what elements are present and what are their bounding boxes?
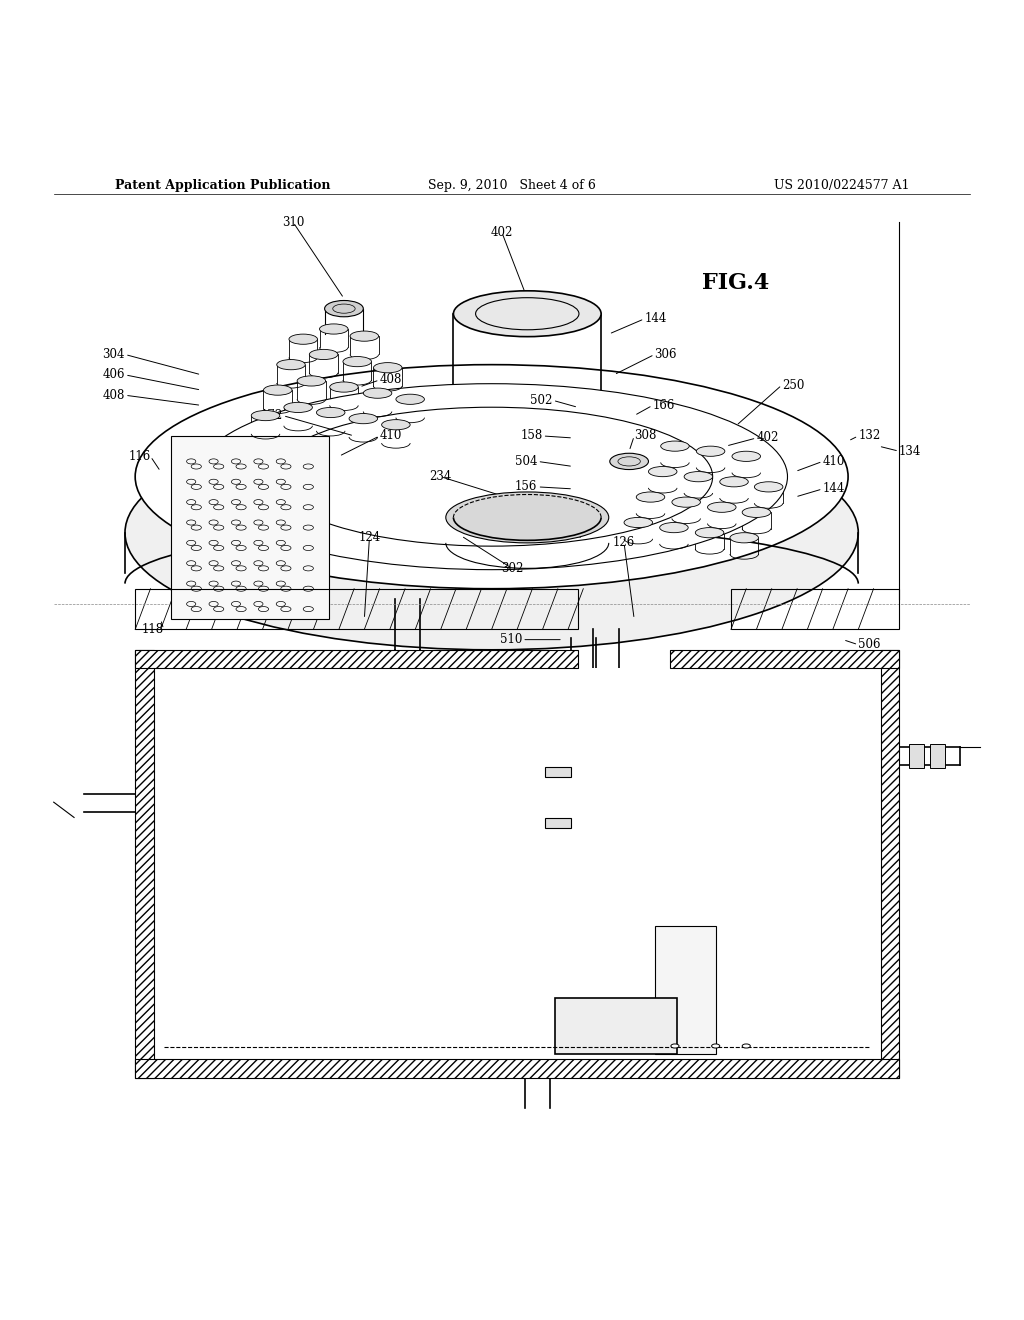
Ellipse shape — [742, 507, 771, 517]
Ellipse shape — [135, 364, 848, 589]
Text: US 2010/0224577 A1: US 2010/0224577 A1 — [774, 180, 909, 191]
Text: 306: 306 — [654, 348, 677, 360]
Ellipse shape — [742, 1044, 751, 1048]
Ellipse shape — [319, 323, 348, 334]
Text: 502: 502 — [530, 393, 553, 407]
Text: 234: 234 — [429, 470, 452, 483]
Ellipse shape — [330, 381, 358, 392]
Text: 408: 408 — [102, 388, 125, 401]
Ellipse shape — [659, 523, 688, 533]
Ellipse shape — [660, 441, 689, 451]
Text: 126: 126 — [613, 536, 635, 549]
Text: FIG.4: FIG.4 — [702, 272, 770, 294]
Text: 132: 132 — [858, 429, 881, 442]
Bar — [135, 589, 579, 630]
Text: 144: 144 — [822, 482, 845, 495]
Text: Sep. 9, 2010   Sheet 4 of 6: Sep. 9, 2010 Sheet 4 of 6 — [428, 180, 596, 191]
Text: 302: 302 — [501, 562, 523, 574]
Ellipse shape — [695, 528, 724, 537]
Ellipse shape — [671, 1044, 679, 1048]
Text: 506: 506 — [858, 639, 881, 651]
Bar — [555, 998, 678, 1055]
Ellipse shape — [325, 301, 364, 317]
Bar — [881, 649, 899, 1077]
Text: 410: 410 — [380, 429, 402, 442]
Ellipse shape — [684, 471, 713, 482]
Ellipse shape — [263, 385, 292, 395]
Bar — [545, 818, 570, 828]
Ellipse shape — [382, 420, 411, 430]
Ellipse shape — [454, 290, 601, 337]
Bar — [154, 668, 881, 1059]
Bar — [731, 589, 899, 630]
Bar — [909, 744, 925, 768]
Ellipse shape — [696, 446, 725, 457]
Text: 402: 402 — [490, 226, 513, 239]
Ellipse shape — [270, 408, 713, 546]
Text: Patent Application Publication: Patent Application Publication — [115, 180, 331, 191]
Ellipse shape — [297, 376, 326, 385]
Ellipse shape — [125, 416, 858, 649]
Text: 158: 158 — [520, 429, 543, 442]
Text: 172: 172 — [260, 409, 283, 422]
Ellipse shape — [374, 363, 402, 372]
Text: 156: 156 — [515, 480, 538, 494]
Text: 250: 250 — [782, 379, 804, 392]
Ellipse shape — [316, 408, 345, 417]
Ellipse shape — [720, 477, 749, 487]
Bar — [545, 767, 570, 777]
Text: 310: 310 — [282, 215, 304, 228]
Ellipse shape — [648, 466, 677, 477]
Ellipse shape — [609, 453, 648, 470]
Text: 304: 304 — [102, 348, 125, 360]
Ellipse shape — [251, 411, 280, 421]
Text: 124: 124 — [358, 531, 381, 544]
Bar — [930, 744, 945, 768]
Bar — [135, 649, 579, 668]
Ellipse shape — [350, 331, 379, 342]
Ellipse shape — [289, 334, 317, 345]
Ellipse shape — [636, 492, 665, 502]
Text: 116: 116 — [128, 450, 151, 463]
Ellipse shape — [445, 492, 608, 543]
Text: 144: 144 — [644, 313, 667, 325]
Ellipse shape — [708, 502, 736, 512]
Text: 166: 166 — [652, 399, 675, 412]
Ellipse shape — [755, 482, 783, 492]
Bar — [670, 649, 899, 668]
Bar — [135, 649, 154, 1077]
Bar — [135, 1059, 899, 1077]
Polygon shape — [171, 436, 329, 619]
Ellipse shape — [196, 384, 787, 570]
Text: 406: 406 — [102, 368, 125, 381]
Text: 504: 504 — [515, 455, 538, 467]
Ellipse shape — [624, 517, 652, 528]
Ellipse shape — [712, 1044, 720, 1048]
Ellipse shape — [732, 451, 761, 462]
Ellipse shape — [343, 356, 372, 367]
Text: 510: 510 — [500, 634, 522, 645]
Bar — [654, 925, 716, 1055]
Text: 118: 118 — [141, 623, 164, 636]
Ellipse shape — [349, 413, 378, 424]
Ellipse shape — [276, 359, 305, 370]
Text: 402: 402 — [757, 432, 779, 445]
Ellipse shape — [396, 395, 424, 404]
Ellipse shape — [672, 498, 700, 507]
Ellipse shape — [730, 533, 759, 543]
Text: 410: 410 — [822, 455, 845, 467]
Text: 134: 134 — [899, 445, 922, 458]
Text: 180: 180 — [634, 675, 656, 686]
Text: 508: 508 — [520, 521, 543, 535]
Ellipse shape — [309, 350, 338, 359]
Text: 308: 308 — [634, 429, 656, 442]
Text: FIG.5: FIG.5 — [417, 685, 484, 706]
Text: 408: 408 — [380, 374, 402, 387]
Ellipse shape — [284, 403, 312, 413]
Ellipse shape — [364, 388, 392, 399]
